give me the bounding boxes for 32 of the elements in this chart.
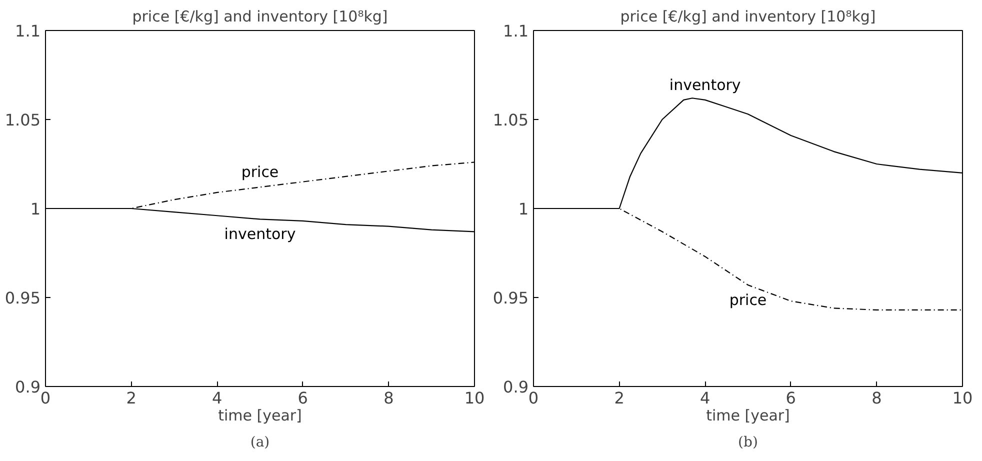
x-tick-label: 10: [952, 388, 973, 408]
x-tick-label: 0: [40, 388, 51, 408]
y-tick-label: 0.95: [4, 288, 40, 308]
text: (a): [250, 434, 270, 450]
y-tick-label: 1.1: [15, 22, 41, 40]
y-tick-label: 1.05: [4, 110, 40, 130]
x-tick-label: 2: [614, 388, 624, 408]
x-tick-label: 8: [872, 388, 882, 408]
series-label: inventory: [224, 225, 296, 244]
text: (b): [738, 434, 758, 450]
chart-title: price [€/kg] and inventory [10⁸kg]: [620, 8, 876, 26]
y-tick-label: 0.9: [503, 378, 529, 396]
x-tick-label: 10: [464, 388, 485, 408]
y-tick-label: 0.95: [492, 288, 528, 308]
x-tick-label: 6: [786, 388, 796, 408]
y-tick-label: 0.9: [15, 378, 41, 396]
series-label: price: [241, 163, 279, 182]
series-label: inventory: [669, 76, 741, 94]
y-tick-label: 1.1: [503, 22, 529, 40]
x-axis-title: time [year]: [218, 406, 302, 424]
x-tick-label: 8: [384, 388, 394, 408]
x-axis-title: time [year]: [706, 406, 790, 424]
x-tick-label: 4: [700, 388, 710, 408]
x-tick-label: 0: [528, 388, 539, 408]
series-label: price: [729, 291, 767, 310]
y-tick-label: 1: [518, 200, 529, 218]
x-tick-label: 6: [298, 388, 308, 408]
x-tick-label: 4: [212, 388, 222, 408]
y-tick-label: 1: [30, 200, 41, 218]
chart-title: price [€/kg] and inventory [10⁸kg]: [132, 8, 388, 26]
x-tick-label: 2: [126, 388, 136, 408]
y-tick-label: 1.05: [492, 110, 528, 130]
